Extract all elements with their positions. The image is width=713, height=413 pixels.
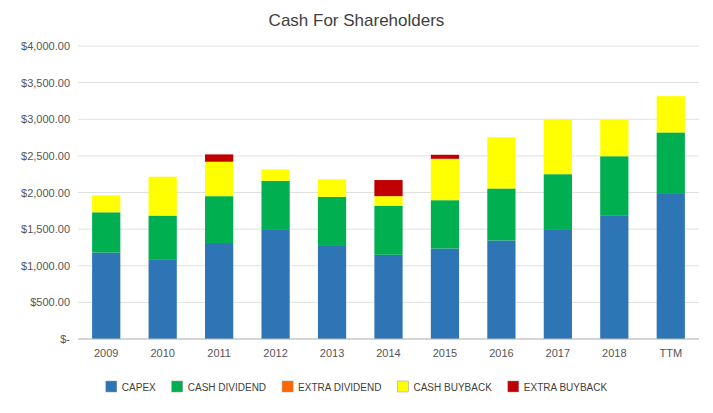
x-tick-label: 2012 [263, 347, 287, 359]
bar-segment [600, 156, 628, 215]
bar-segment [374, 206, 402, 255]
bar-segment [318, 197, 346, 246]
bar-segment [544, 120, 572, 175]
bar-segment [92, 253, 120, 339]
x-tick-label: 2018 [602, 347, 626, 359]
bar-segment [318, 179, 346, 180]
legend-label: CASH DIVIDEND [188, 382, 266, 393]
bar-segment [374, 196, 402, 206]
bar-segment [149, 259, 177, 339]
y-tick-label: $4,000.00 [21, 40, 70, 52]
bar-segment [431, 159, 459, 200]
grid-line [78, 46, 699, 47]
bar-segment [600, 119, 628, 120]
grid [78, 46, 699, 339]
bar-segment [318, 179, 346, 197]
grid-line [78, 119, 699, 120]
title: Cash For Shareholders [269, 11, 445, 30]
y-tick-label: $3,000.00 [21, 113, 70, 125]
bar-segment [92, 195, 120, 196]
bars [92, 96, 685, 339]
x-tick-label: 2015 [433, 347, 457, 359]
y-tick-label: $2,500.00 [21, 150, 70, 162]
bar-segment [431, 155, 459, 159]
bar-segment [318, 246, 346, 339]
bar-segment [600, 215, 628, 339]
x-tick-label: 2010 [150, 347, 174, 359]
legend-swatch [106, 381, 117, 392]
bar-segment [657, 96, 685, 132]
bar-segment [431, 249, 459, 339]
bar-segment [149, 216, 177, 260]
grid-line [78, 82, 699, 83]
bar-segment [544, 174, 572, 229]
bar-segment [487, 137, 515, 188]
bar-segment [657, 194, 685, 339]
y-tick-label: $- [60, 333, 70, 345]
legend-item: EXTRA BUYBACK [508, 381, 608, 393]
bar-segment [92, 212, 120, 252]
bar-segment [431, 200, 459, 248]
bar-segment [600, 120, 628, 156]
bar-segment [149, 177, 177, 216]
x-tick-label: 2014 [376, 347, 400, 359]
legend-label: EXTRA BUYBACK [524, 382, 608, 393]
legend-swatch [397, 381, 408, 392]
x-tick-label: 2013 [320, 347, 344, 359]
legend-label: CASH BUYBACK [413, 382, 492, 393]
x-tick-label: 2011 [207, 347, 231, 359]
y-tick-label: $1,500.00 [21, 223, 70, 235]
background [0, 0, 713, 413]
bar-segment [657, 132, 685, 194]
bar-segment [544, 229, 572, 339]
bar-segment [205, 196, 233, 243]
y-tick-label: $1,000.00 [21, 260, 70, 272]
bar-segment [205, 162, 233, 196]
bar-segment [374, 255, 402, 339]
bar-segment [657, 96, 685, 97]
bar-segment [92, 195, 120, 212]
bar-segment [149, 176, 177, 177]
y-tick-label: $500.00 [30, 296, 70, 308]
x-tick-label: 2009 [94, 347, 118, 359]
bar-segment [261, 169, 289, 180]
bar-segment [487, 137, 515, 138]
bar-segment [205, 154, 233, 161]
bar-segment [374, 180, 402, 196]
legend-label: CAPEX [122, 382, 156, 393]
bar-segment [487, 240, 515, 339]
x-axis-line [78, 339, 699, 340]
chart: Cash For Shareholders $- $500.00 $1,000.00 $… [0, 0, 713, 413]
y-tick-label: $2,000.00 [21, 187, 70, 199]
legend: CAPEX CASH DIVIDEND EXTRA DIVIDEND CASH BUY… [106, 381, 608, 393]
legend-label: EXTRA DIVIDEND [298, 382, 381, 393]
y-tick-label: $3,500.00 [21, 77, 70, 89]
legend-item: EXTRA DIVIDEND [282, 381, 381, 393]
bar-segment [205, 243, 233, 339]
x-tick-label: 2016 [489, 347, 513, 359]
legend-swatch [282, 381, 293, 392]
legend-swatch [172, 381, 183, 392]
bar-segment [544, 119, 572, 120]
bar-segment [261, 169, 289, 170]
grid-line [78, 339, 699, 340]
legend-swatch [508, 381, 519, 392]
x-tick-label: 2017 [546, 347, 570, 359]
bar-segment [261, 181, 289, 229]
legend-item: CASH BUYBACK [397, 381, 492, 393]
x-tick-label: TTM [659, 347, 682, 359]
bar-segment [261, 229, 289, 339]
legend-item: CASH DIVIDEND [172, 381, 266, 393]
legend-item: CAPEX [106, 381, 156, 393]
bar-segment [487, 188, 515, 240]
